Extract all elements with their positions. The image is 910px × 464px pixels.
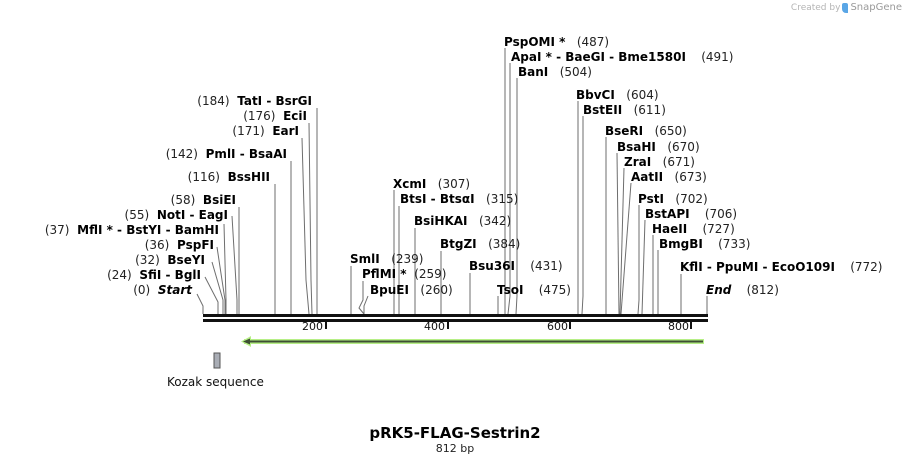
site-pspfi[interactable]: (36) PspFI — [144, 238, 214, 252]
snapgene-logo-icon — [842, 2, 849, 13]
site-ecii[interactable]: (176) EciI — [243, 109, 307, 123]
site-bsteii[interactable]: BstEII (611) — [583, 103, 666, 117]
site-btgzi[interactable]: BtgZI (384) — [440, 237, 521, 251]
axis-ticks — [325, 321, 692, 329]
site-noti-eagi[interactable]: (55) NotI - EagI — [124, 208, 228, 222]
site-sfii-bgli[interactable]: (24) SfiI - BglI — [107, 268, 201, 282]
site-zrai[interactable]: ZraI (671) — [624, 155, 695, 169]
site-xcmi[interactable]: XcmI (307) — [393, 177, 471, 191]
site-haeii[interactable]: HaeII (727) — [652, 222, 735, 236]
credit-brand: SnapGene — [850, 2, 902, 13]
site-bmgbi[interactable]: BmgBI (733) — [659, 237, 751, 251]
credit-prefix: Created by — [790, 2, 841, 13]
site-bani[interactable]: BanI (504) — [518, 65, 592, 79]
site-bbvci[interactable]: BbvCI (604) — [576, 88, 659, 102]
orf-arrow[interactable] — [241, 336, 704, 347]
site-kfli-ppumi-ecoo109i[interactable]: KflI - PpuMI - EcoO109I (772) — [680, 260, 883, 274]
site-bsahi[interactable]: BsaHI (670) — [617, 140, 700, 154]
site-end[interactable]: End (812) — [706, 283, 779, 297]
kozak-sequence-label[interactable]: Kozak sequence — [167, 375, 264, 389]
site-pspomi[interactable]: PspOMI * (487) — [504, 35, 610, 49]
site-bsihkai[interactable]: BsiHKAI (342) — [414, 214, 512, 228]
map-title: pRK5-FLAG-Sestrin2 — [369, 424, 541, 442]
kozak-sequence-feature[interactable] — [213, 352, 221, 369]
site-smli[interactable]: SmlI (239) — [350, 252, 424, 266]
site-bsiei[interactable]: (58) BsiEI — [170, 193, 236, 207]
site-start[interactable]: (0) Start — [133, 283, 192, 297]
site-pflmi[interactable]: PflMI * (259) — [362, 267, 447, 281]
site-tsoi[interactable]: TsoI (475) — [497, 283, 571, 297]
axis-tick-200: 200 — [302, 320, 323, 333]
site-aatii[interactable]: AatII (673) — [631, 170, 707, 184]
sequence-top-strand — [203, 314, 708, 317]
site-bseri[interactable]: BseRI (650) — [605, 124, 687, 138]
sequence-length: 812 bp — [435, 442, 475, 455]
snapgene-credit: Created by SnapGene — [791, 2, 902, 13]
site-mfli-bstyi-bamhi[interactable]: (37) MflI * - BstYI - BamHI — [44, 223, 219, 237]
site-bsu36i[interactable]: Bsu36I (431) — [469, 259, 563, 273]
site-apai-baegi-bme1580i[interactable]: ApaI * - BaeGI - Bme1580I (491) — [511, 50, 734, 64]
sequence-bottom-strand — [203, 319, 708, 322]
axis-tick-800: 800 — [668, 320, 689, 333]
site-leader-lines — [196, 48, 708, 315]
site-btsi-btsai[interactable]: BtsI - BtsαI (315) — [400, 192, 519, 206]
site-bsshii[interactable]: (116) BssHII — [187, 170, 270, 184]
axis-tick-600: 600 — [547, 320, 568, 333]
site-bpuei[interactable]: BpuEI (260) — [370, 283, 453, 297]
site-eari[interactable]: (171) EarI — [232, 124, 299, 138]
site-bseyi[interactable]: (32) BseYI — [135, 253, 205, 267]
axis-tick-400: 400 — [424, 320, 445, 333]
site-tati-bsrgi[interactable]: (184) TatI - BsrGI — [197, 94, 312, 108]
site-bstapi[interactable]: BstAPI (706) — [645, 207, 738, 221]
site-psti[interactable]: PstI (702) — [638, 192, 708, 206]
site-pmli-bsaai[interactable]: (142) PmlI - BsaAI — [165, 147, 287, 161]
